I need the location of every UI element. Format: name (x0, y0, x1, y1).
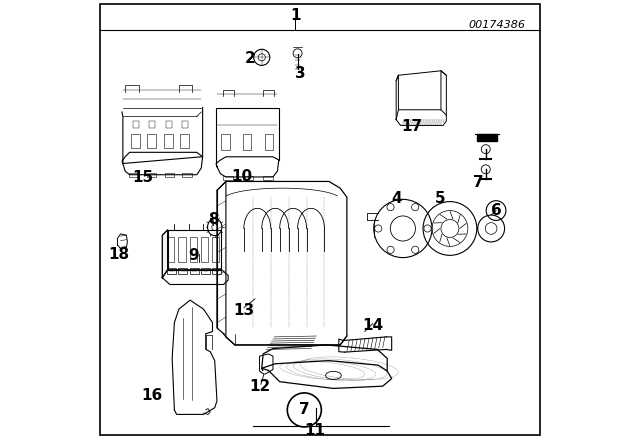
Text: 00174386: 00174386 (468, 20, 525, 30)
Text: 16: 16 (141, 388, 163, 403)
Text: 11: 11 (304, 422, 325, 438)
Bar (164, 173, 174, 177)
Bar (147, 173, 157, 177)
Bar (243, 134, 252, 150)
Bar (166, 121, 172, 128)
Text: 13: 13 (233, 302, 255, 318)
Text: 17: 17 (401, 119, 422, 134)
Bar (132, 121, 139, 128)
Polygon shape (477, 134, 497, 141)
Bar (221, 134, 230, 150)
Text: 10: 10 (231, 169, 252, 185)
Bar (182, 121, 188, 128)
Text: 12: 12 (249, 379, 270, 394)
Bar (223, 176, 233, 180)
Text: 7: 7 (299, 402, 310, 418)
Bar (147, 134, 156, 148)
Text: 1: 1 (290, 8, 301, 23)
Text: 9: 9 (188, 248, 199, 263)
Text: 4: 4 (392, 191, 403, 206)
Bar (212, 237, 220, 262)
Bar (263, 176, 273, 180)
Bar (201, 237, 208, 262)
Text: 18: 18 (108, 247, 129, 262)
Text: 5: 5 (435, 191, 445, 206)
Bar (164, 134, 173, 148)
Text: 8: 8 (208, 212, 219, 227)
Bar (182, 173, 192, 177)
Bar (180, 134, 189, 148)
Bar (243, 176, 253, 180)
Bar (167, 237, 175, 262)
Bar (149, 121, 156, 128)
Polygon shape (163, 230, 168, 278)
Bar (131, 134, 140, 148)
Text: 6: 6 (491, 203, 501, 218)
Text: 3: 3 (294, 66, 305, 81)
Text: 2: 2 (245, 51, 256, 66)
Text: 7: 7 (473, 175, 484, 190)
Text: 14: 14 (362, 318, 383, 333)
Bar (179, 237, 186, 262)
Text: 15: 15 (132, 170, 154, 185)
Bar (189, 237, 197, 262)
Bar (266, 134, 273, 150)
Bar (129, 173, 139, 177)
